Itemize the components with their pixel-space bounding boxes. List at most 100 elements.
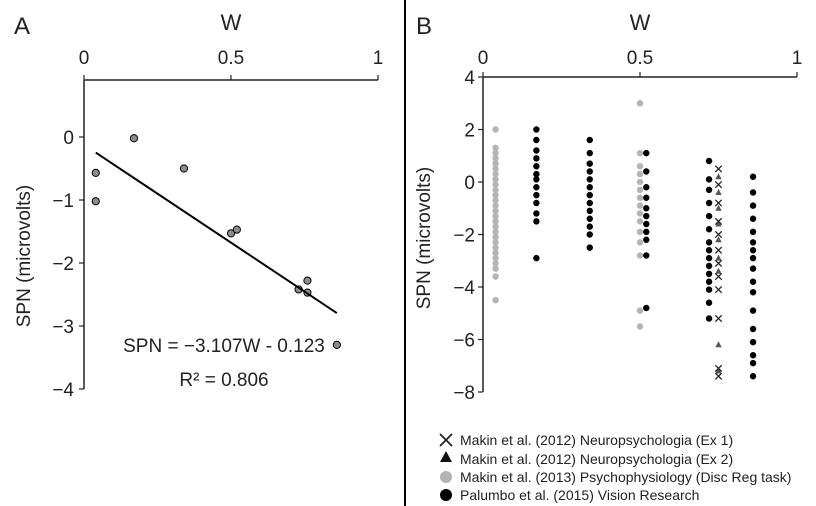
legend-item-palumbo: Palumbo et al. (2015) Vision Research [440,487,699,503]
data-point [705,176,713,183]
data-point [643,252,650,259]
panel-a-xlabel: W [221,10,242,35]
data-point [533,147,540,154]
panel-a-axes: 0 0.5 1 0 −1 −2 −3 −4 [52,48,383,401]
data-point [303,276,312,285]
data-point [749,173,757,180]
data-point [492,265,499,272]
y-tick-label: −1 [52,191,74,212]
data-point [715,236,722,243]
data-point [492,218,499,225]
data-point [492,165,499,173]
data-point [492,181,499,188]
data-point [492,273,499,280]
y-tick-label: −2 [52,254,74,275]
data-point [492,260,499,267]
data-point [492,296,499,304]
data-point [586,244,593,251]
data-point [586,191,593,199]
data-point [533,176,540,183]
data-point [492,197,499,204]
data-point [749,228,757,236]
data-point [586,184,593,191]
data-point [643,168,650,175]
regression-equation: SPN = −3.107W - 0.123 [123,336,325,357]
data-point [705,278,713,285]
data-point [636,307,644,314]
data-point [705,286,713,293]
data-point [586,160,593,167]
data-point [492,249,499,257]
data-point [492,155,499,162]
data-point [715,341,722,348]
data-point [179,164,189,173]
x-tick-label: 0 [478,48,489,69]
panel-a-label: A [14,13,30,40]
data-point [533,126,540,133]
panel-a-ylabel: SPN (microvolts) [14,185,35,328]
data-point [492,191,499,199]
data-point [749,307,757,314]
data-point [715,367,722,374]
data-point [636,210,644,217]
x-tick-label: 0.5 [627,48,653,69]
x-tick-label: 1 [373,48,384,69]
black-circle-marker-icon [440,489,452,501]
data-point [705,254,713,262]
data-point [643,184,650,191]
data-point [533,199,540,207]
data-point [586,207,593,215]
y-tick-label: 4 [464,68,475,89]
panel-a: A W SPN (microvolts) 0 0.5 1 0 −1 −2 −3 −4 SPN … [14,10,383,401]
data-point [492,126,499,133]
data-point [533,136,540,144]
y-tick-label: 0 [63,128,74,149]
panel-b: B W SPN (microvolts) 0 0.5 1 4 2 0 −2 −4 −6 −8 [414,10,802,404]
data-point [749,254,757,262]
regression-line [95,151,338,314]
data-point [715,173,722,180]
data-point [533,170,540,178]
x-tick-label: 0.5 [218,48,244,69]
data-point [705,186,713,194]
data-point [492,239,499,246]
data-point [643,205,650,212]
data-point [533,155,540,162]
data-point [492,160,499,167]
data-point [332,340,341,349]
data-point [714,372,723,380]
data-point [492,207,499,215]
data-point [714,217,723,226]
data-point [636,218,644,225]
data-point [129,134,139,143]
data-point [636,149,644,157]
data-point [714,230,723,239]
data-point [586,168,593,175]
data-point [636,178,644,186]
data-point [749,373,757,380]
y-tick-label: −3 [52,317,74,338]
x-tick-label: 0 [79,48,90,69]
data-point [586,199,593,207]
data-point [749,189,757,196]
data-point [586,223,593,230]
y-tick-label: −6 [453,331,475,352]
data-point [705,199,713,207]
legend-label: Makin et al. (2012) Neuropsychologia (Ex… [460,432,733,448]
data-point [643,304,650,312]
legend-item-ex2: Makin et al. (2012) Neuropsychologia (Ex… [440,451,733,467]
panel-b-label: B [416,13,432,40]
data-point [586,149,593,157]
data-point [636,239,644,246]
data-point [533,163,540,170]
data-point [749,325,757,333]
data-point [636,194,644,201]
data-point [586,136,593,144]
data-point [643,228,650,236]
data-point [492,254,499,262]
data-point [643,220,650,228]
data-point [715,204,722,211]
gray-circle-marker-icon [440,471,452,483]
data-point [492,223,499,230]
